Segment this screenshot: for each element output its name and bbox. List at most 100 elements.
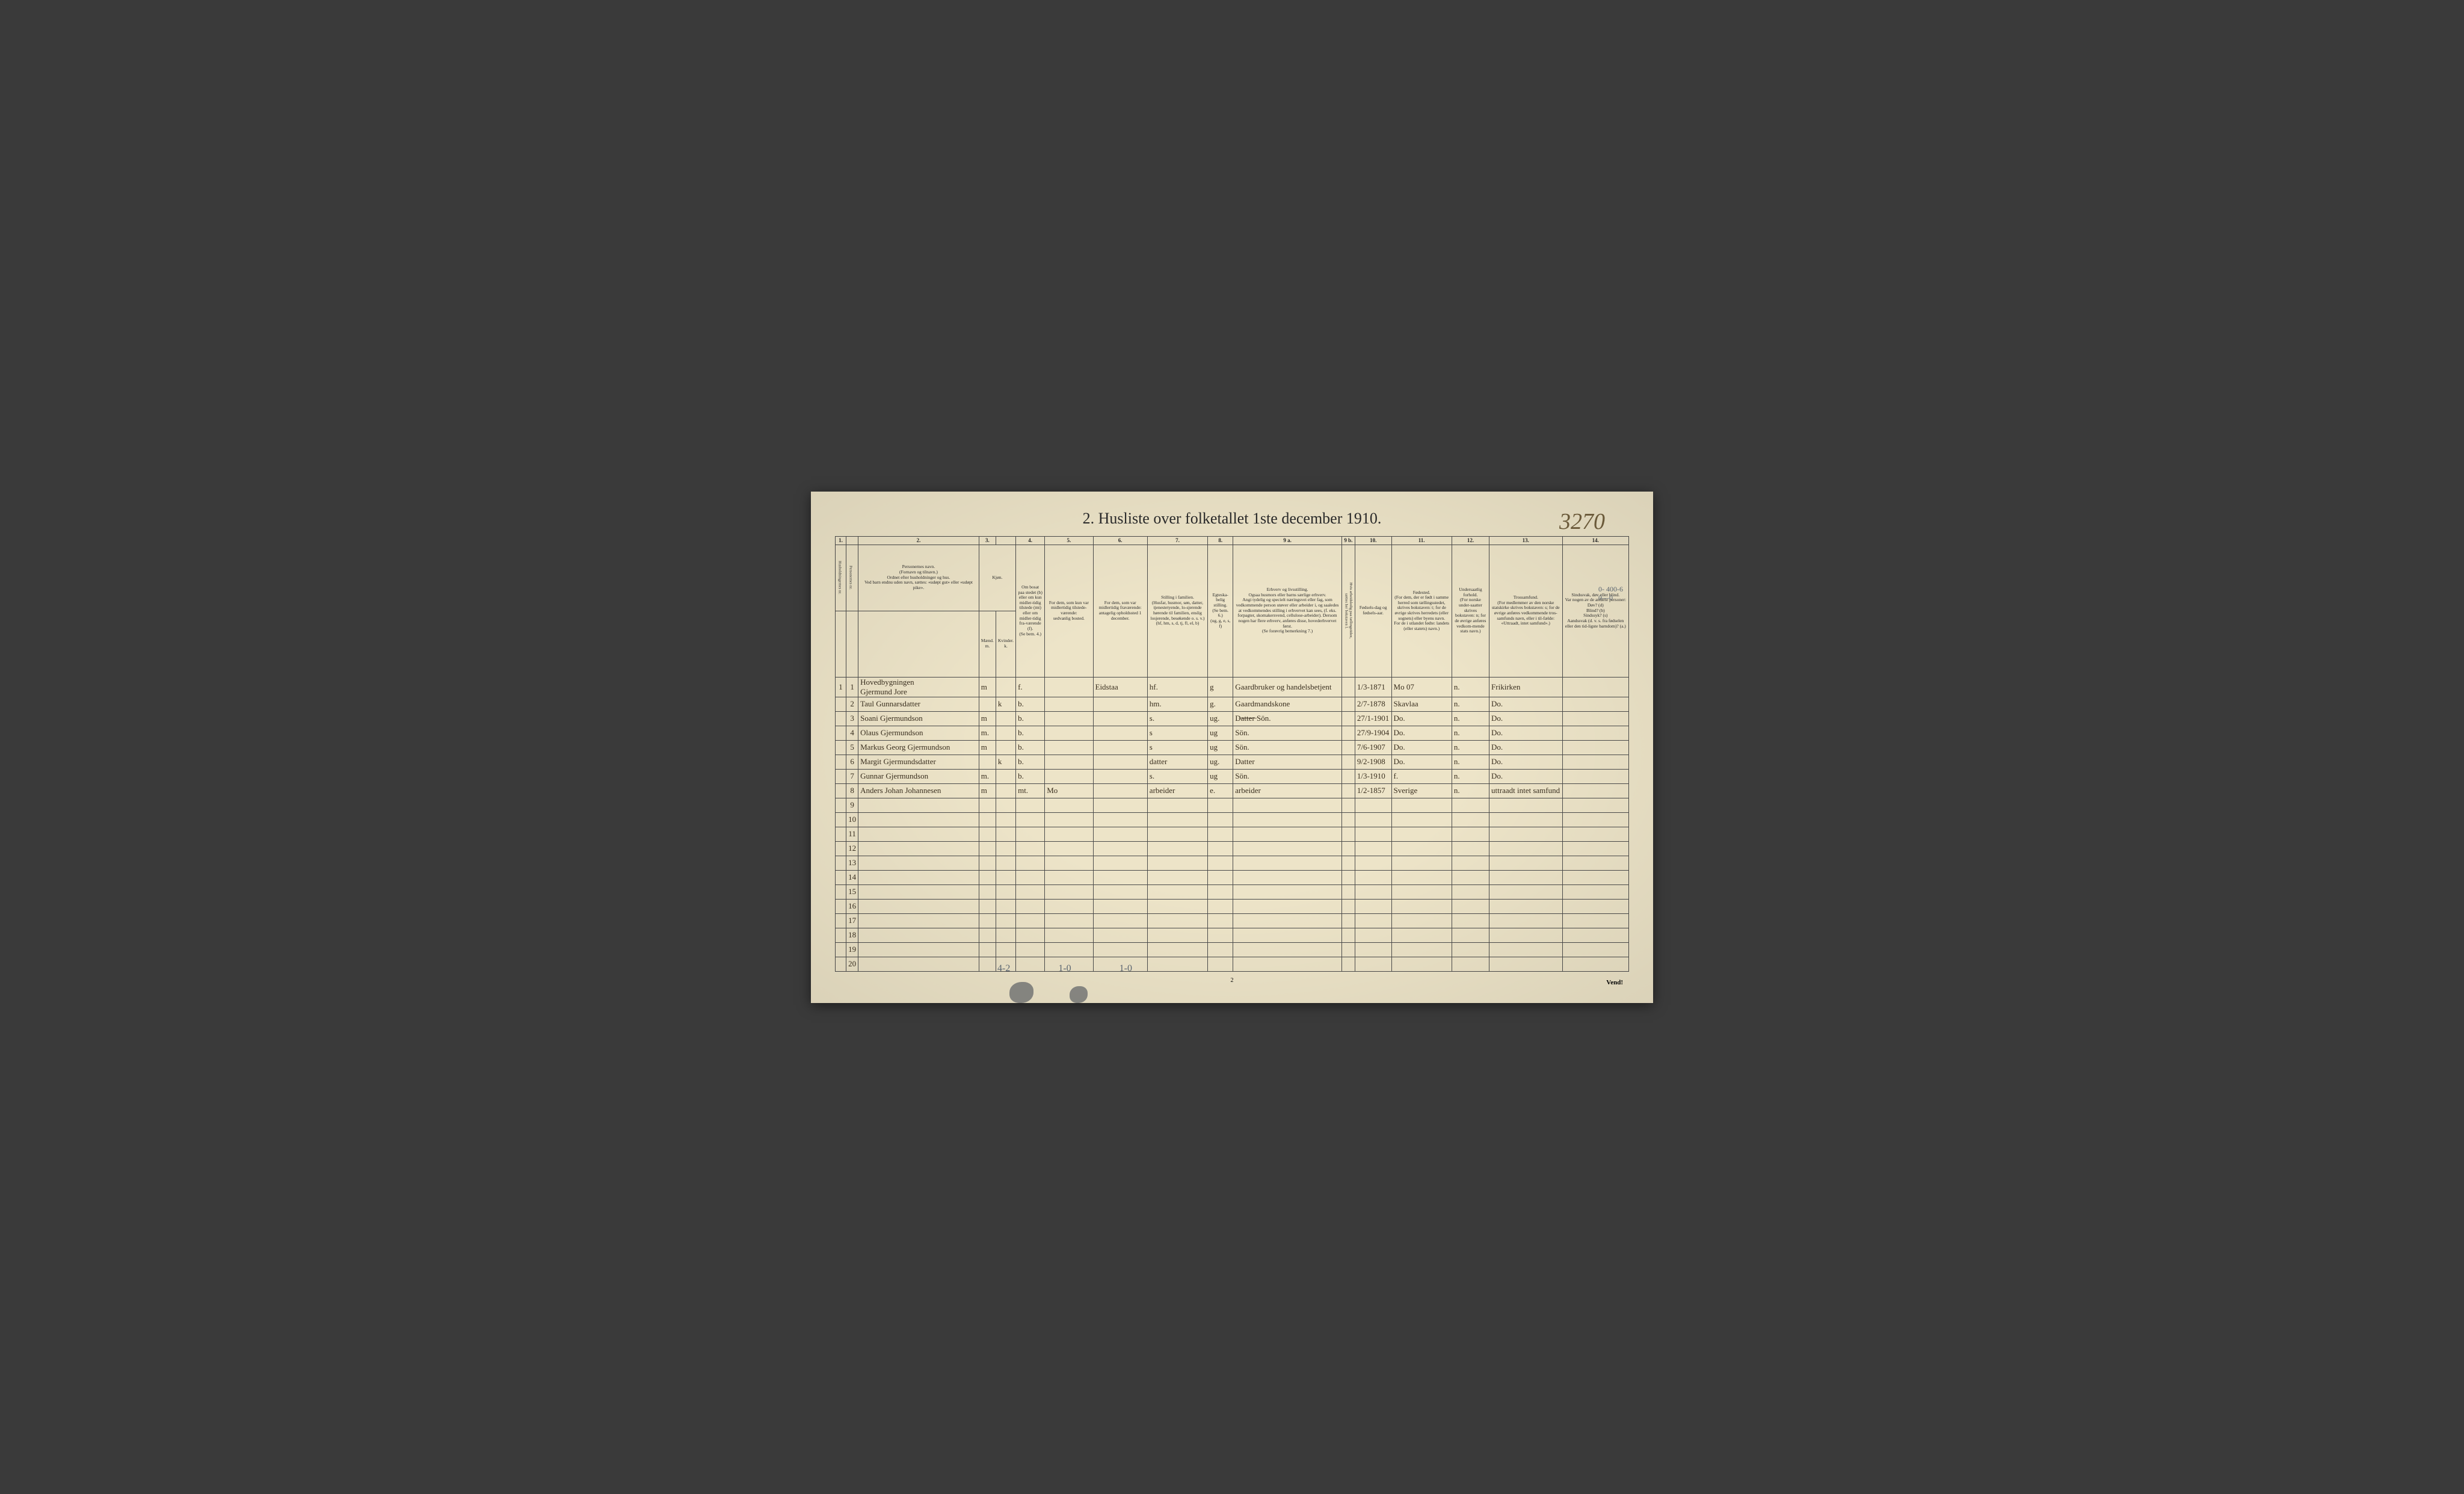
cell-c10 — [1355, 957, 1391, 971]
cell-c8 — [1208, 942, 1233, 957]
cell-c9a: Datter — [1233, 755, 1342, 769]
cell-m — [979, 841, 996, 856]
column-number: 8. — [1208, 536, 1233, 545]
cell-c9a — [1233, 856, 1342, 870]
header-male: Mænd.m. — [979, 611, 996, 677]
cell-k — [996, 827, 1015, 841]
cell-c11 — [1391, 841, 1452, 856]
cell-c9a — [1233, 928, 1342, 942]
column-number: 9 a. — [1233, 536, 1342, 545]
cell-c5 — [1045, 798, 1093, 812]
table-row: 15 — [836, 884, 1629, 899]
cell-c11 — [1391, 870, 1452, 884]
header-birthdate: Fødsels-dag og fødsels-aar. — [1355, 545, 1391, 677]
cell-c12 — [1452, 827, 1489, 841]
cell-k — [996, 928, 1015, 942]
header-occupation: Erhverv og livsstilling.Ogsaa husmors el… — [1233, 545, 1342, 677]
cell-c12: n. — [1452, 769, 1489, 783]
cell-c12: n. — [1452, 677, 1489, 697]
cell-m: m. — [979, 769, 996, 783]
cell-c5 — [1045, 755, 1093, 769]
cell-c14 — [1562, 726, 1628, 740]
cell-bmt: b. — [1016, 740, 1045, 755]
cell-c8 — [1208, 884, 1233, 899]
cell-c14 — [1562, 870, 1628, 884]
cell-c8: e. — [1208, 783, 1233, 798]
cell-name: Olaus Gjermundson — [858, 726, 979, 740]
cell-name: Gunnar Gjermundson — [858, 769, 979, 783]
cell-pnum: 15 — [846, 884, 858, 899]
cell-hnum — [836, 827, 846, 841]
cell-c5: Mo — [1045, 783, 1093, 798]
cell-c10 — [1355, 942, 1391, 957]
cell-name: Soani Gjermundson — [858, 711, 979, 726]
cell-c12 — [1452, 798, 1489, 812]
header-sex: Kjøn. — [979, 545, 1015, 611]
column-number — [996, 536, 1015, 545]
cell-m — [979, 755, 996, 769]
cell-k — [996, 677, 1015, 697]
cell-name — [858, 812, 979, 827]
cell-name: Markus Georg Gjermundson — [858, 740, 979, 755]
cell-m — [979, 928, 996, 942]
cell-c7: s — [1147, 726, 1207, 740]
cell-c13 — [1489, 884, 1563, 899]
table-row: 20 — [836, 957, 1629, 971]
cell-c9a: Gaardmandskone — [1233, 697, 1342, 711]
cell-c7: hm. — [1147, 697, 1207, 711]
cell-pnum: 8 — [846, 783, 858, 798]
cell-name — [858, 841, 979, 856]
cell-c9a: arbeider — [1233, 783, 1342, 798]
header-temp-absent: For dem, som var midlertidig fraværende:… — [1093, 545, 1147, 677]
cell-name — [858, 798, 979, 812]
cell-c13 — [1489, 827, 1563, 841]
cell-c5 — [1045, 942, 1093, 957]
cell-c8 — [1208, 798, 1233, 812]
tally-1: 4-2 — [997, 963, 1010, 974]
cell-c12 — [1452, 899, 1489, 913]
cell-c13: Do. — [1489, 755, 1563, 769]
cell-c7 — [1147, 841, 1207, 856]
cell-bmt — [1016, 841, 1045, 856]
cell-c14 — [1562, 783, 1628, 798]
cell-bmt — [1016, 798, 1045, 812]
table-row: 18 — [836, 928, 1629, 942]
cell-k: k — [996, 755, 1015, 769]
cell-m — [979, 899, 996, 913]
cell-pnum: 20 — [846, 957, 858, 971]
cell-pnum: 18 — [846, 928, 858, 942]
cell-hnum — [836, 740, 846, 755]
cell-hnum — [836, 957, 846, 971]
cell-bmt — [1016, 899, 1045, 913]
cell-name — [858, 942, 979, 957]
cell-bmt: b. — [1016, 711, 1045, 726]
cell-c9b — [1341, 841, 1355, 856]
page-number: 2 — [1231, 977, 1234, 984]
cell-c5 — [1045, 841, 1093, 856]
cell-c9b — [1341, 884, 1355, 899]
cell-c9b — [1341, 783, 1355, 798]
cell-bmt — [1016, 928, 1045, 942]
cell-c5 — [1045, 827, 1093, 841]
cell-c9b — [1341, 755, 1355, 769]
cell-c7 — [1147, 870, 1207, 884]
cell-c13 — [1489, 856, 1563, 870]
cell-k — [996, 884, 1015, 899]
cell-c8 — [1208, 957, 1233, 971]
cell-c8: ug — [1208, 769, 1233, 783]
cell-c13 — [1489, 942, 1563, 957]
cell-k — [996, 856, 1015, 870]
cell-name: Taul Gunnarsdatter — [858, 697, 979, 711]
cell-hnum — [836, 697, 846, 711]
cell-c13 — [1489, 928, 1563, 942]
cell-c6 — [1093, 726, 1147, 740]
cell-c5 — [1045, 870, 1093, 884]
cell-c14 — [1562, 827, 1628, 841]
cell-m: m — [979, 783, 996, 798]
cell-c13: Do. — [1489, 769, 1563, 783]
table-row: 3Soani Gjermundsonmb.s.ug.D̶a̶t̶t̶e̶r̶ S… — [836, 711, 1629, 726]
cell-k — [996, 726, 1015, 740]
cell-c9b — [1341, 726, 1355, 740]
table-row: 9 — [836, 798, 1629, 812]
cell-c9b — [1341, 677, 1355, 697]
